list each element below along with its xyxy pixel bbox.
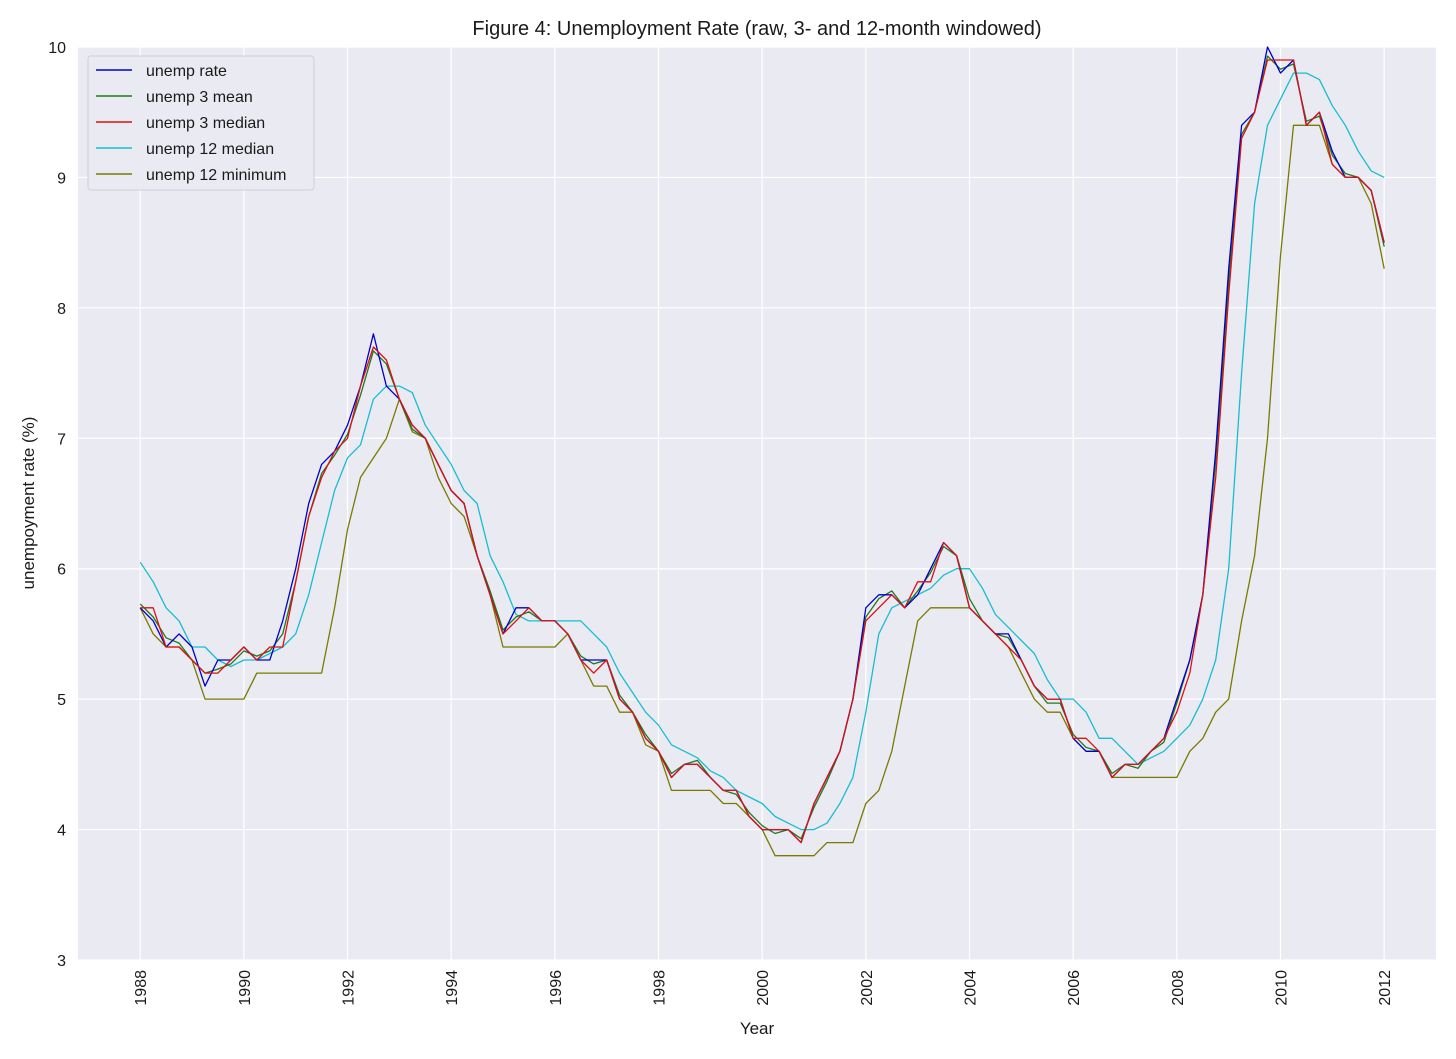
x-tick-label: 1990 bbox=[237, 970, 254, 1006]
y-tick-label: 4 bbox=[57, 823, 66, 840]
x-tick-label: 2000 bbox=[755, 970, 772, 1006]
series-lines bbox=[139, 46, 1385, 857]
x-tick-label: 2004 bbox=[963, 970, 980, 1006]
y-axis-label: unempoyment rate (%) bbox=[19, 417, 38, 590]
legend-label: unemp 12 minimum bbox=[146, 167, 287, 184]
x-tick-labels: 1988 1990 1992 1994 1996 1998 2000 2002 2004 2006… bbox=[133, 970, 1394, 1006]
series-line-unemp-3-median bbox=[140, 59, 1385, 844]
chart-title: Figure 4: Unemployment Rate (raw, 3- and… bbox=[472, 18, 1041, 40]
plot-area bbox=[78, 47, 1436, 960]
x-tick-label: 2012 bbox=[1377, 970, 1394, 1006]
legend-label: unemp rate bbox=[146, 63, 227, 80]
legend-label: unemp 3 mean bbox=[146, 89, 253, 106]
x-tick-label: 1988 bbox=[133, 970, 150, 1006]
legend-box bbox=[87, 55, 315, 191]
x-tick-label: 1996 bbox=[548, 970, 565, 1006]
x-tick-label: 2006 bbox=[1066, 970, 1083, 1006]
legend-label: unemp 12 median bbox=[146, 141, 274, 158]
x-axis-label: Year bbox=[740, 1019, 775, 1038]
y-tick-label: 8 bbox=[57, 301, 66, 318]
x-tick-label: 1994 bbox=[444, 970, 461, 1006]
x-tick-label: 2010 bbox=[1274, 970, 1291, 1006]
series-line-unemp-12-median bbox=[139, 72, 1385, 831]
series-line-unemp-3-mean bbox=[139, 55, 1385, 840]
y-tick-label: 10 bbox=[48, 40, 66, 57]
grid-lines bbox=[78, 46, 1436, 961]
x-tick-label: 2002 bbox=[859, 970, 876, 1006]
legend-label: unemp 3 median bbox=[146, 115, 265, 132]
x-tick-label: 1992 bbox=[341, 970, 358, 1006]
y-tick-label: 7 bbox=[57, 431, 66, 448]
x-tick-label: 1998 bbox=[652, 970, 669, 1006]
y-tick-labels: 3 4 5 6 7 8 9 10 bbox=[48, 40, 66, 970]
y-tick-label: 9 bbox=[57, 170, 66, 187]
y-tick-label: 6 bbox=[57, 562, 66, 579]
x-tick-label: 2008 bbox=[1170, 970, 1187, 1006]
y-tick-label: 5 bbox=[57, 692, 66, 709]
y-tick-label: 3 bbox=[57, 953, 66, 970]
legend: unemp rate unemp 3 mean unemp 3 median unem… bbox=[87, 55, 315, 191]
